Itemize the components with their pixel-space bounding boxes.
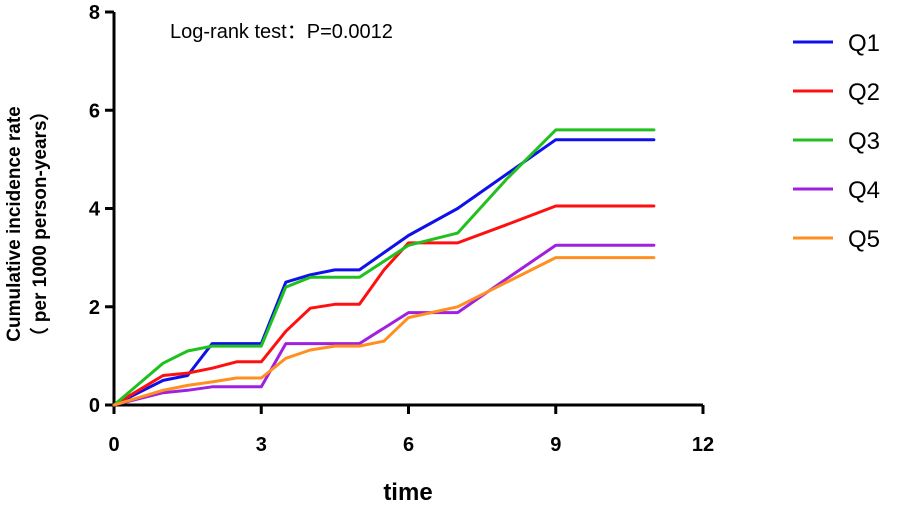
x-tick-label: 3 [256,434,267,456]
x-tick-label: 6 [403,434,414,456]
x-tick-label: 9 [550,434,561,456]
legend-label-q3: Q3 [848,128,880,155]
series-line-q3 [112,128,656,407]
x-tick-label: 12 [692,434,714,456]
series-line-q5 [112,256,656,407]
log-rank-annotation: Log-rank test：P=0.0012 [170,21,393,43]
legend-label-q4: Q4 [848,177,880,204]
axes [112,12,703,407]
series-lines [112,128,656,407]
x-ticks: 0 3 6 9 12 [108,405,714,456]
legend-label-q1: Q1 [848,30,880,57]
series-line-q2 [112,204,656,407]
legend-label-q5: Q5 [848,226,880,253]
series-line-q1 [112,138,656,407]
y-tick-label: 6 [89,100,100,122]
x-tick-label: 0 [108,434,119,456]
legend-label-q2: Q2 [848,79,880,106]
y-tick-label: 8 [89,2,100,24]
x-axis-title: time [383,479,432,506]
y-axis-title-line1: Cumulative incidence rate [4,106,25,341]
y-tick-label: 4 [89,199,101,221]
legend: Q1 Q2 Q3 Q4 Q5 [793,30,880,253]
y-tick-label: 0 [89,395,100,417]
y-tick-label: 2 [89,297,100,319]
series-line-q4 [112,243,656,407]
y-axis-title-line2: （ per 1000 person-years） [28,101,51,346]
y-ticks: 0 2 4 6 8 [89,2,114,417]
